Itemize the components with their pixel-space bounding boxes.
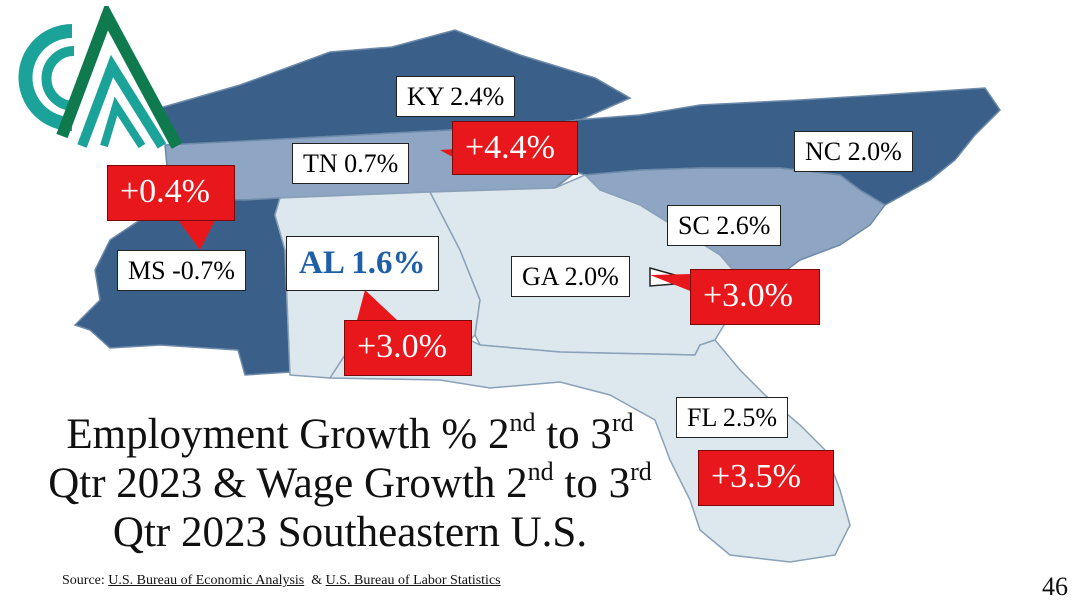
title-line-1: Employment Growth % 2nd to 3rd bbox=[66, 408, 634, 459]
state-label-nc: NC 2.0% bbox=[794, 131, 913, 172]
source-prefix: Source: bbox=[62, 573, 109, 588]
wage-callout-ms: +0.4% bbox=[107, 165, 235, 221]
state-label-fl: FL 2.5% bbox=[676, 397, 789, 438]
wage-callout-al: +3.0% bbox=[344, 320, 472, 376]
source-link-bls[interactable]: U.S. Bureau of Labor Statistics bbox=[325, 573, 501, 588]
title-line-2: Qtr 2023 & Wage Growth 2nd to 3rd bbox=[48, 457, 652, 508]
state-label-al: AL 1.6% bbox=[286, 236, 439, 291]
wage-callout-fl: +3.5% bbox=[698, 450, 834, 506]
state-label-ky: KY 2.4% bbox=[396, 76, 516, 117]
wage-callout-ga: +3.0% bbox=[690, 269, 820, 325]
wage-callout-tn: +4.4% bbox=[452, 121, 578, 175]
cm-logo-icon bbox=[18, 6, 182, 149]
title-line-3: Qtr 2023 Southeastern U.S. bbox=[112, 509, 588, 556]
slide-title: Employment Growth % 2nd to 3rd Qtr 2023 … bbox=[10, 410, 690, 557]
source-link-bea[interactable]: U.S. Bureau of Economic Analysis bbox=[108, 573, 305, 588]
state-label-ga: GA 2.0% bbox=[511, 256, 630, 297]
source-note: Source: U.S. Bureau of Economic Analysis… bbox=[62, 573, 501, 589]
state-label-ms: MS -0.7% bbox=[117, 250, 246, 291]
state-label-tn: TN 0.7% bbox=[292, 143, 410, 184]
al-callout-tail bbox=[357, 290, 397, 320]
ms-callout-tail bbox=[178, 220, 215, 250]
ga-callout-tail bbox=[650, 274, 703, 296]
state-label-sc: SC 2.6% bbox=[667, 205, 782, 246]
source-separator: & bbox=[304, 573, 326, 588]
page-number: 46 bbox=[1042, 572, 1068, 601]
state-fl bbox=[328, 339, 851, 563]
